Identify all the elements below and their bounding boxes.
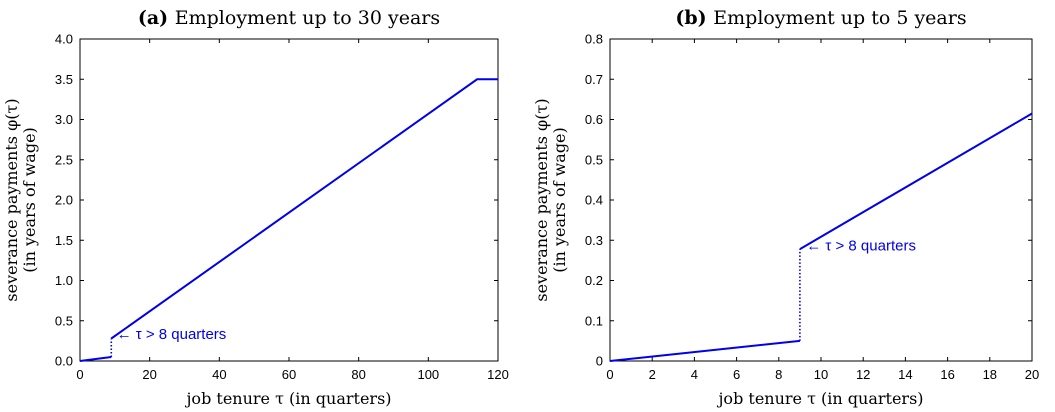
panel-b-x-tick-label: 18 — [983, 367, 997, 382]
panel-a: (a) Employment up to 30 years 0 20 40 60 80 10… — [2, 7, 509, 408]
panel-a-y-axis-label: severance payments φ(τ) — [2, 98, 21, 301]
panel-b-y-tick-label: 0.5 — [585, 152, 603, 167]
panel-b-x-tick-label: 10 — [814, 367, 828, 382]
panel-b-series-line-solid — [799, 112, 1033, 250]
panel-a-x-axis-label: job tenure τ (in quarters) — [184, 389, 391, 408]
panel-b-y-tick-label: 0.8 — [585, 32, 603, 47]
panel-b-y-axis-label-units: (in years of wage) — [550, 127, 569, 273]
panel-b-y-axis-label: severance payments φ(τ) — [532, 98, 551, 301]
panel-b-x-tick-label: 2 — [649, 367, 656, 382]
panel-b-x-axis-label: job tenure τ (in quarters) — [716, 389, 923, 408]
panel-a-y-tick-label: 3.5 — [55, 72, 73, 87]
panel-b-x-tick-label: 16 — [940, 367, 954, 382]
panel-a-x-tick-label: 60 — [282, 367, 296, 382]
panel-a-y-tick-label: 0.5 — [55, 313, 73, 328]
panel-a-x-tick-label: 80 — [351, 367, 365, 382]
panel-a-x-tick-label: 100 — [417, 367, 439, 382]
panel-a-y-tick-label: 0.0 — [55, 354, 73, 369]
panel-a-series-line-solid — [110, 78, 498, 340]
panel-b-y-tick-label: 0.4 — [585, 193, 603, 208]
panel-a-annotation: ← τ > 8 quarters — [117, 326, 227, 343]
panel-a-x-tick-label: 40 — [212, 367, 226, 382]
panel-a-x-tick-label: 0 — [76, 367, 83, 382]
panel-a-y-tick-label: 4.0 — [55, 32, 73, 47]
panel-a-y-tick-label: 3.0 — [55, 112, 73, 127]
panel-b-y-tick-label: 0 — [596, 354, 603, 369]
panel-a-y-tick-label: 1.0 — [55, 273, 73, 288]
panel-b-x-tick-label: 0 — [606, 367, 613, 382]
panel-a-title: (a) Employment up to 30 years — [138, 7, 440, 29]
panel-a-x-tick-label: 120 — [487, 367, 509, 382]
panel-b-x-tick-label: 8 — [775, 367, 782, 382]
panel-a-series-line-solid — [79, 356, 112, 362]
panel-b-y-tick-label: 0.7 — [585, 72, 603, 87]
panel-a-plot-frame — [79, 38, 499, 362]
panel-b-annotation: ← τ > 8 quarters — [806, 237, 916, 254]
panel-b-title-text: Employment up to 5 years — [713, 7, 966, 29]
panel-b-title-tag: (b) — [675, 7, 713, 29]
panel-a-y-axis-label-units: (in years of wage) — [20, 127, 39, 273]
panel-b-x-tick-label: 20 — [1025, 367, 1039, 382]
panel-a-y-tick-label: 1.5 — [55, 233, 73, 248]
panel-a-title-text: Employment up to 30 years — [175, 7, 440, 29]
panel-b-x-tick-label: 12 — [856, 367, 870, 382]
panel-a-title-tag: (a) — [138, 7, 175, 29]
panel-b-x-tick-label: 14 — [898, 367, 912, 382]
panel-a-y-tick-label: 2.0 — [55, 193, 73, 208]
panel-a-x-tick-label: 20 — [142, 367, 156, 382]
panel-b-x-tick-label: 6 — [733, 367, 740, 382]
panel-b-y-tick-label: 0.1 — [585, 313, 603, 328]
panel-b-series-line-solid — [609, 339, 801, 362]
panel-a-y-tick-label: 2.5 — [55, 152, 73, 167]
panel-b-y-tick-label: 0.6 — [585, 112, 603, 127]
panel-b: (b) Employment up to 5 years 0 2 4 6 8 10 12 14 1… — [532, 7, 1039, 408]
panel-b-y-tick-label: 0.2 — [585, 273, 603, 288]
panel-b-x-tick-label: 4 — [691, 367, 698, 382]
panel-b-y-tick-label: 0.3 — [585, 233, 603, 248]
panel-b-plot-frame — [609, 38, 1033, 362]
panel-b-title: (b) Employment up to 5 years — [675, 7, 966, 29]
